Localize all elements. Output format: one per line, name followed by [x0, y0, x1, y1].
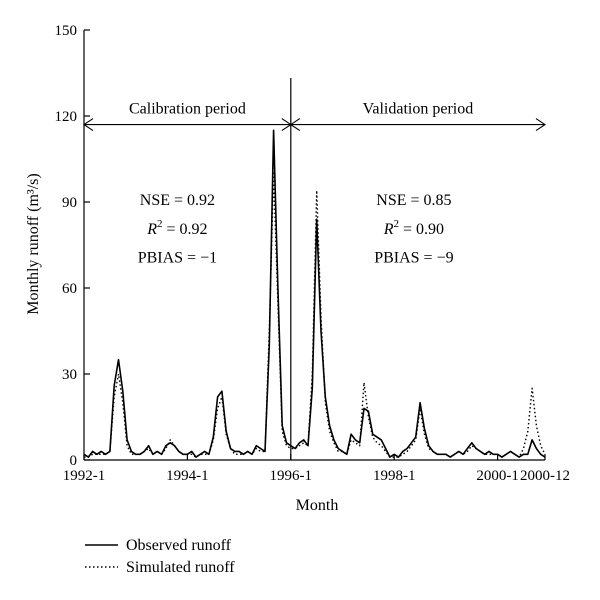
y-tick-label: 90 — [62, 195, 77, 211]
pbias-annotation: PBIAS = −9 — [374, 249, 453, 266]
x-tick-label: 2000-1 — [476, 468, 519, 484]
arrowhead — [83, 118, 94, 132]
legend-label: Observed runoff — [126, 537, 232, 554]
y-tick-label: 30 — [62, 367, 77, 383]
y-axis-title: Monthly runoff (m³/s) — [25, 173, 42, 314]
nse-annotation: NSE = 0.92 — [140, 192, 215, 209]
statistics-annotations: NSE = 0.92 R2 = 0.92 PBIAS = −1 NSE = 0.85 R… — [138, 192, 454, 266]
plot-area — [83, 129, 546, 458]
observed-runoff-line — [83, 129, 546, 458]
x-tick-label: 1994-1 — [166, 468, 209, 484]
arrowhead — [289, 118, 301, 132]
legend: Observed runoff Simulated runoff — [85, 537, 235, 576]
y-tick-label: 60 — [62, 281, 77, 297]
x-axis-title: Month — [296, 497, 339, 514]
nse-annotation: NSE = 0.85 — [376, 192, 451, 209]
x-tick-label: 2000-12 — [520, 468, 570, 484]
period-label: Validation period — [363, 101, 474, 118]
r2-annotation: R2 = 0.92 — [146, 218, 207, 238]
arrowhead — [535, 118, 546, 132]
x-tick-label: 1998-1 — [373, 468, 416, 484]
y-ticks: 0 30 60 90 120 150 — [55, 23, 90, 469]
x-tick-label: 1992-1 — [63, 468, 106, 484]
period-arrows: Calibration period Validation period — [83, 101, 546, 132]
x-tick-label: 1996-1 — [270, 468, 313, 484]
period-label: Calibration period — [129, 101, 246, 118]
legend-label: Simulated runoff — [126, 559, 235, 576]
axes — [83, 30, 545, 461]
x-ticks: 1992-1 1994-1 1996-1 1998-1 2000-1 2000-12 — [63, 454, 570, 484]
pbias-annotation: PBIAS = −1 — [138, 249, 217, 266]
y-tick-label: 0 — [70, 453, 78, 469]
y-tick-label: 120 — [55, 109, 78, 125]
r2-annotation: R2 = 0.90 — [383, 218, 444, 238]
y-tick-label: 150 — [55, 23, 78, 39]
